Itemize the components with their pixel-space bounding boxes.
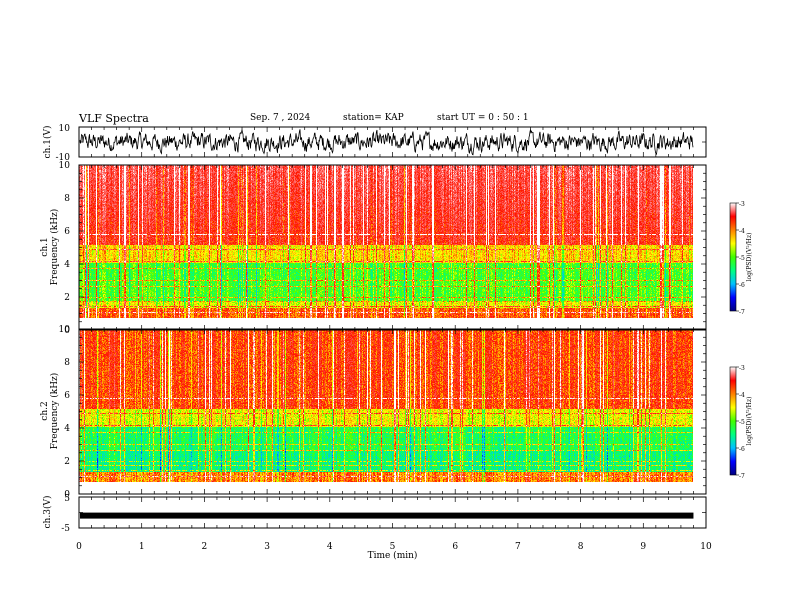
ch2-spec-frame — [78, 328, 707, 495]
ch2-colorbar-label: log(PSD)(V²/Hz) — [746, 397, 753, 446]
ch1-colorbar-tick-label: -6 — [739, 282, 745, 289]
ch3-y-tick-label: -5 — [61, 524, 70, 534]
ch2-freq-tick-label: 8 — [64, 358, 70, 368]
ch2-spec-ylabel-line2: Frequency (kHz) — [49, 373, 60, 450]
x-tick-label: 6 — [452, 542, 458, 552]
ch1-freq-tick-label: 10 — [59, 161, 71, 171]
ch2-colorbar-tick-label: -4 — [739, 392, 745, 399]
x-tick-label: 9 — [640, 542, 646, 552]
ch1-freq-tick-label: 6 — [64, 227, 70, 237]
ch2-freq-tick-label: 0 — [64, 490, 70, 500]
ch2-colorbar-tick-label: -5 — [739, 419, 745, 426]
ch1-colorbar-tick-label: -3 — [739, 201, 745, 208]
ch2-freq-tick-label: 6 — [64, 391, 70, 401]
ch1-spectrogram — [79, 165, 693, 318]
x-tick-label: 2 — [202, 542, 208, 552]
chart-title: VLF Spectra — [79, 112, 149, 125]
ch1-wave-ylabel: ch.1(V) — [42, 126, 53, 159]
start-time-label: start UT = 0 : 50 : 1 — [437, 113, 529, 123]
ch1-freq-tick-label: 0 — [64, 326, 70, 336]
ch2-freq-tick-label: 4 — [64, 424, 70, 434]
date-label: Sep. 7 , 2024 — [250, 113, 311, 123]
ch1-colorbar-tick-label: -4 — [739, 228, 745, 235]
ch1-colorbar-tick-label: -7 — [739, 309, 745, 316]
x-tick-label: 5 — [390, 542, 396, 552]
x-tick-label: 7 — [515, 542, 521, 552]
x-tick-label: 1 — [139, 542, 145, 552]
ch2-spectrogram — [79, 329, 693, 482]
ch3-waveform-band — [80, 512, 694, 519]
x-tick-label: 4 — [327, 542, 333, 552]
ch3-wave-ylabel: ch.3(V) — [42, 496, 53, 529]
ch1-spec-frame — [78, 164, 707, 331]
ch1-freq-tick-label: 2 — [64, 293, 70, 303]
ch2-colorbar-tick-label: -3 — [739, 365, 745, 372]
x-tick-label: 3 — [264, 542, 270, 552]
x-axis-label: Time (min) — [368, 550, 418, 561]
ch1-colorbar-tick-label: -5 — [739, 255, 745, 262]
ch2-colorbar-tick-label: -6 — [739, 446, 745, 453]
ch1-colorbar — [729, 202, 737, 312]
ch1-colorbar-label: log(PSD)(V²/Hz) — [746, 233, 753, 282]
station-label: station= KAP — [343, 113, 404, 123]
ch1-spec-ylabel-line2: Frequency (kHz) — [49, 209, 60, 286]
ch2-colorbar — [729, 366, 737, 476]
ch1-spec-ylabel-line1: ch.1 — [40, 237, 50, 256]
ch2-freq-tick-label: 2 — [64, 457, 70, 467]
ch1-freq-tick-label: 8 — [64, 194, 70, 204]
ch2-colorbar-tick-label: -7 — [739, 473, 745, 480]
ch1-y-tick-label: 10 — [59, 124, 71, 134]
ch2-freq-tick-label: 10 — [59, 325, 71, 335]
x-tick-label: 10 — [700, 542, 712, 552]
x-tick-label: 8 — [578, 542, 584, 552]
ch2-spec-ylabel-line1: ch.2 — [40, 401, 50, 420]
ch1-y-tick-label: -10 — [56, 153, 71, 163]
ch3-y-tick-label: 5 — [64, 494, 70, 504]
x-tick-label: 0 — [76, 542, 82, 552]
ch1-freq-tick-label: 4 — [64, 260, 70, 270]
ch1-waveform-line — [79, 129, 694, 156]
